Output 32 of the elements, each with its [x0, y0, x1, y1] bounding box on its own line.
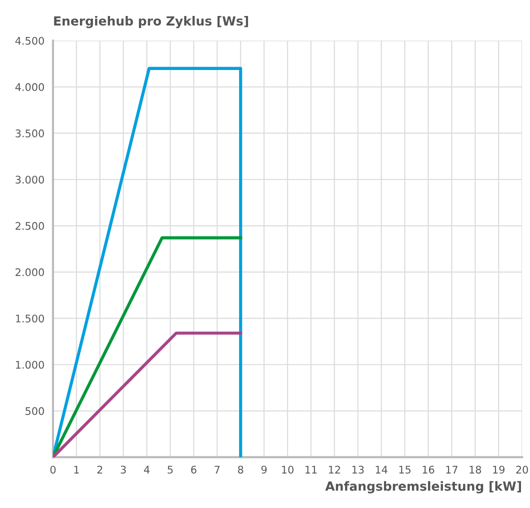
x-tick-label: 18: [470, 466, 482, 474]
x-tick-label: 0: [50, 466, 56, 474]
x-tick-label: 19: [493, 466, 504, 474]
y-axis-title: Energiehub pro Zyklus [Ws]: [54, 16, 248, 28]
x-tick-label: 11: [305, 466, 317, 474]
y-tick-label: 2.000: [16, 268, 44, 276]
y-tick-label: 1.500: [16, 314, 44, 322]
x-tick-label: 10: [282, 466, 294, 474]
y-tick-label: 1.000: [16, 360, 44, 369]
x-tick-label: 9: [261, 466, 267, 474]
x-axis-title: Anfangsbremsleistung [kW]: [325, 481, 521, 494]
x-tick-label: 17: [446, 466, 458, 474]
x-tick-label: 6: [191, 466, 196, 474]
x-tick-label: 3: [120, 466, 126, 474]
y-tick-label: 3.000: [16, 176, 44, 184]
x-tick-label: 14: [376, 466, 388, 474]
x-tick-label: 8: [238, 466, 244, 474]
x-tick-label: 13: [352, 466, 364, 474]
x-tick-label: 7: [214, 466, 220, 474]
x-tick-label: 15: [399, 466, 411, 474]
x-tick-label: 12: [328, 466, 340, 474]
x-tick-label: 1: [74, 466, 79, 474]
y-tick-label: 500: [26, 407, 44, 416]
x-tick-label: 5: [168, 466, 173, 474]
x-tick-label: 20: [516, 466, 528, 474]
x-tick-label: 16: [422, 466, 434, 474]
y-tick-label: 2.500: [16, 222, 44, 230]
y-tick-label: 4.500: [15, 36, 44, 45]
y-tick-label: 4.000: [15, 83, 44, 92]
y-tick-label: 3.500: [16, 129, 44, 138]
x-tick-label: 4: [144, 466, 150, 474]
x-tick-label: 2: [97, 466, 102, 474]
